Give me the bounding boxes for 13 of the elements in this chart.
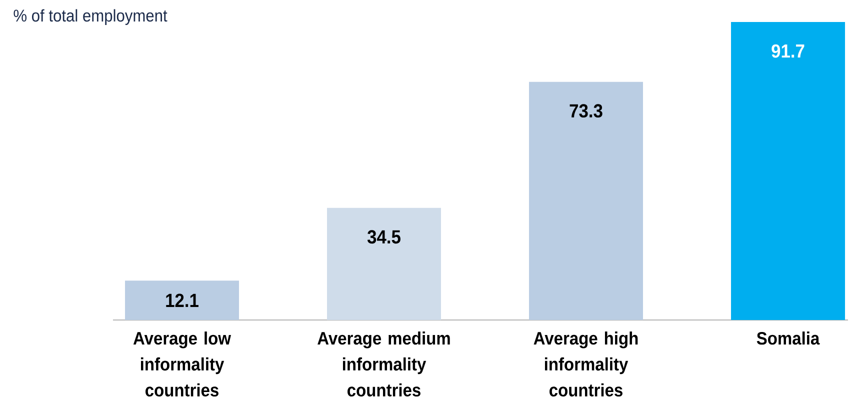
y-axis-title: % of total employment [14,9,168,25]
bar [327,208,442,320]
bar [125,280,239,320]
x-tick-label: Somalia [756,332,820,345]
data-label: 34.5 [367,230,400,244]
data-label: 12.1 [166,294,198,307]
data-label: 91.7 [772,44,804,58]
x-tick-label: Average medium informality countries [318,332,450,396]
x-tick-label: Average high informality countries [534,332,638,396]
bar [529,82,644,320]
x-tick-label: Average low informality countries [133,332,232,396]
bar [731,22,846,320]
data-label: 73.3 [570,104,602,118]
